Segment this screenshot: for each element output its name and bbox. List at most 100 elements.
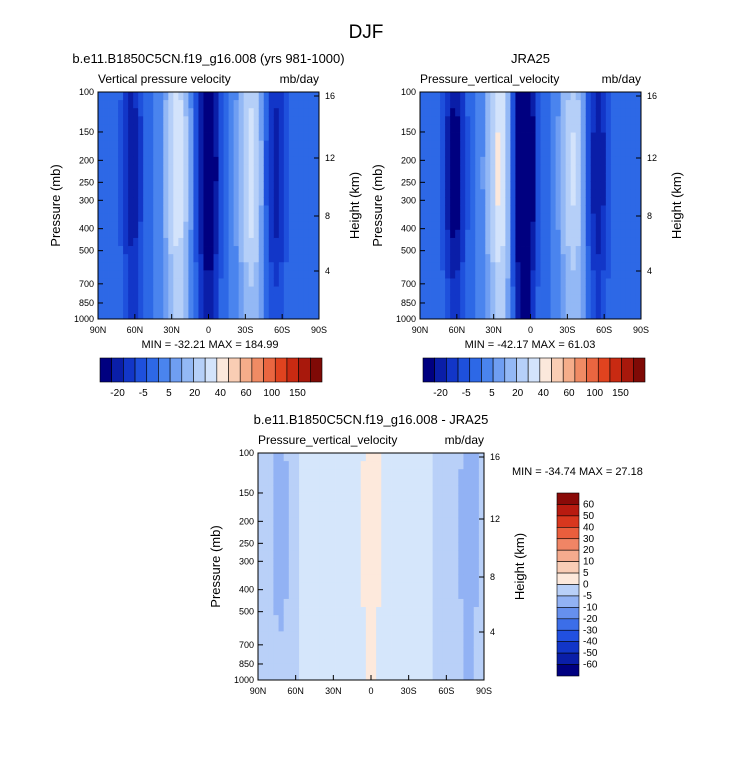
heatmap-cell <box>258 294 265 304</box>
heatmap-cell <box>273 156 280 166</box>
heatmap-cell <box>283 116 290 125</box>
heatmap-cell <box>605 173 612 182</box>
heatmap-cell <box>460 108 466 117</box>
heatmap-cell <box>420 278 426 287</box>
heatmap-cell <box>253 108 260 117</box>
heatmap-cell <box>304 509 310 519</box>
heatmap-cell <box>319 566 326 576</box>
heatmap-cell <box>440 140 446 150</box>
heatmap-cell <box>253 286 260 296</box>
heatmap-cell <box>213 148 219 158</box>
heatmap-cell <box>208 116 214 125</box>
heatmap-cell <box>590 140 597 150</box>
heatmap-cell <box>473 550 480 559</box>
heatmap-cell <box>273 116 280 125</box>
heatmap-cell <box>223 100 229 109</box>
heatmap-cell <box>500 310 506 320</box>
heatmap-cell <box>437 631 444 640</box>
heatmap-cell <box>193 254 199 263</box>
heatmap-cell <box>283 148 290 158</box>
heatmap-cell <box>168 310 174 320</box>
heatmap-cell <box>442 615 449 624</box>
heatmap-cell <box>148 310 154 320</box>
heatmap-cell <box>600 237 607 247</box>
heatmap-cell <box>525 197 531 206</box>
heatmap-cell <box>355 509 362 519</box>
heatmap-cell <box>314 663 321 673</box>
heatmap-cell <box>278 173 285 182</box>
heatmap-cell <box>298 148 305 158</box>
heatmap-cell <box>515 262 521 271</box>
heatmap-cell <box>495 156 501 166</box>
heatmap-cell <box>475 148 481 158</box>
heatmap-cell <box>113 294 119 304</box>
heatmap-cell <box>263 461 269 470</box>
heatmap-cell <box>530 140 536 150</box>
heatmap-cell <box>263 181 270 190</box>
heatmap-cell <box>453 590 459 600</box>
heatmap-cell <box>283 623 290 632</box>
heatmap-cell <box>535 189 541 198</box>
heatmap-cell <box>308 173 315 182</box>
heatmap-cell <box>460 132 466 142</box>
heatmap-cell <box>103 262 109 271</box>
heatmap-cell <box>510 229 516 239</box>
heatmap-cell <box>173 229 179 239</box>
colorbar-label: 150 <box>612 388 629 399</box>
heatmap-cell <box>445 286 451 296</box>
heatmap-cell <box>178 205 184 215</box>
heatmap-cell <box>365 663 372 673</box>
heatmap-cell <box>263 574 269 584</box>
heatmap-cell <box>525 278 531 287</box>
heatmap-cell <box>445 92 451 101</box>
heatmap-cell <box>458 534 464 543</box>
heatmap-cell <box>460 278 466 287</box>
heatmap-cell <box>468 647 475 657</box>
heatmap-cell <box>335 485 341 494</box>
heatmap-cell <box>365 566 372 576</box>
colorbar-swatch <box>556 527 580 540</box>
heatmap-cell <box>223 254 229 263</box>
heatmap-cell <box>340 542 346 551</box>
heatmap-cell <box>308 278 315 287</box>
heatmap-cell <box>442 631 449 640</box>
heatmap-cell <box>412 647 418 657</box>
heatmap-cell <box>630 278 637 287</box>
heatmap-cell <box>243 270 250 279</box>
heatmap-cell <box>620 124 627 133</box>
heatmap-cell <box>123 181 129 190</box>
heatmap-cell <box>203 302 209 312</box>
heatmap-cell <box>288 582 295 592</box>
heatmap-cell <box>376 663 382 673</box>
heatmap-cell <box>460 237 466 247</box>
heatmap-cell <box>417 607 423 616</box>
heatmap-cell <box>158 164 164 174</box>
heatmap-cell <box>525 246 531 255</box>
heatmap-cell <box>540 254 546 263</box>
heatmap-cell <box>340 566 346 576</box>
heatmap-cell <box>570 229 577 239</box>
heatmap-cell <box>238 294 245 304</box>
heatmap-cell <box>273 525 279 535</box>
heatmap-cell <box>208 108 214 117</box>
heatmap-cell <box>630 181 637 190</box>
heatmap-cell <box>435 181 441 190</box>
heatmap-cell <box>437 590 444 600</box>
heatmap-cell <box>440 205 446 215</box>
heatmap-cell <box>313 246 320 255</box>
heatmap-cell <box>473 615 480 624</box>
heatmap-cell <box>381 663 387 673</box>
heatmap-cell <box>605 124 612 133</box>
heatmap-cell <box>293 485 300 494</box>
heatmap-cell <box>505 237 511 247</box>
heatmap-cell <box>103 254 109 263</box>
heatmap-cell <box>442 477 449 486</box>
heatmap-cell <box>570 140 577 150</box>
heatmap-cell <box>635 124 642 133</box>
heatmap-cell <box>615 92 622 101</box>
heatmap-cell <box>118 108 124 117</box>
figure-title: DJF <box>349 22 384 43</box>
heatmap-cell <box>304 623 310 632</box>
heatmap-cell <box>485 100 491 109</box>
colorbar-swatch <box>556 595 580 608</box>
